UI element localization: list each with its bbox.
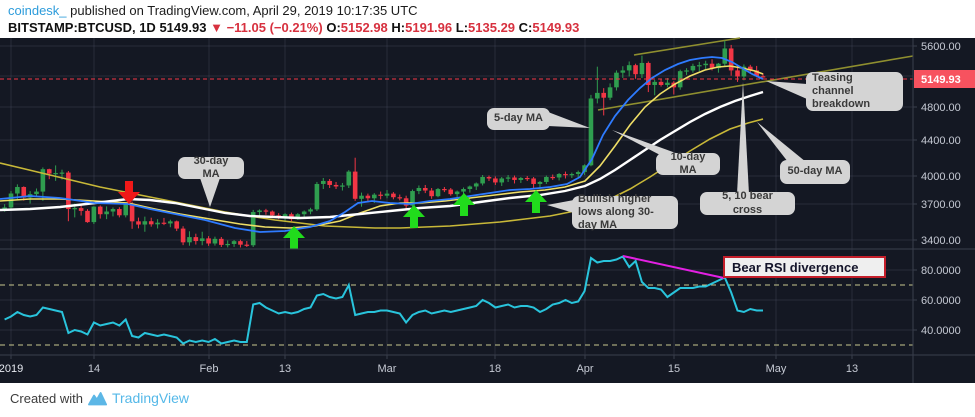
grid-layer	[0, 38, 913, 355]
svg-text:4400.00: 4400.00	[921, 135, 961, 147]
down-arrow-icon	[118, 181, 140, 204]
svg-text:May: May	[766, 363, 787, 375]
up-arrow-icon	[525, 190, 547, 213]
change-value: −11.05 (−0.21%)	[226, 20, 323, 35]
svg-text:14: 14	[88, 363, 100, 375]
svg-text:4800.00: 4800.00	[921, 102, 961, 114]
time-axis[interactable]: 2019 14 Feb 13 Mar 18 Apr 15 May 13	[0, 355, 858, 375]
svg-text:3700.00: 3700.00	[921, 199, 961, 211]
change-arrow-icon: ▼	[210, 20, 223, 35]
callout-bullish-higher-lows: Bullish higher lows along 30-day MA	[572, 193, 678, 231]
channel-line-upper	[633, 37, 741, 56]
svg-text:13: 13	[279, 363, 291, 375]
tradingview-link[interactable]: TradingView	[111, 390, 190, 406]
svg-text:4000.00: 4000.00	[921, 171, 961, 183]
channel-line-lower	[597, 55, 914, 111]
created-with-text: Created with	[10, 390, 83, 406]
callout-10day-ma: 10-day MA	[656, 151, 720, 176]
rsi-line	[4, 255, 763, 345]
symbol-name[interactable]: BITSTAMP:BTCUSD, 1D	[8, 20, 156, 35]
ma10-line	[0, 65, 764, 229]
last-price-badge	[914, 70, 975, 88]
svg-text:15: 15	[668, 363, 680, 375]
pane-separators	[0, 38, 975, 383]
callout-50day-ma: 50-day MA	[780, 160, 850, 184]
rsi-pane	[0, 255, 913, 346]
close-value: 5149.93	[532, 20, 580, 35]
channel-trendlines	[597, 37, 914, 111]
published-text: published on TradingView.com, April 29, …	[66, 3, 418, 18]
svg-text:40.0000: 40.0000	[921, 325, 961, 337]
publish-header: coindesk_ published on TradingView.com, …	[8, 3, 418, 18]
author-link[interactable]: coindesk_	[8, 3, 67, 18]
low-label: L:	[455, 20, 469, 35]
callout-tails	[200, 81, 807, 213]
svg-text:5600.00: 5600.00	[921, 41, 961, 53]
low-value: 5135.29	[468, 20, 516, 35]
annotation-arrows	[118, 181, 547, 249]
symbol-info-bar: BITSTAMP:BTCUSD, 1D 5149.93 ▼ −11.05 (−0…	[8, 20, 579, 35]
rsi-divergence-trendline	[622, 255, 725, 279]
ma5-line	[0, 56, 764, 233]
svg-text:Mar: Mar	[378, 363, 397, 375]
footer-attribution: Created with TradingView	[10, 390, 189, 406]
high-label: H:	[391, 20, 406, 35]
svg-text:13: 13	[846, 363, 858, 375]
callout-bear-rsi-divergence: Bear RSI divergence	[723, 256, 886, 278]
svg-text:Apr: Apr	[576, 363, 593, 375]
callout-bear-cross: 5, 10 bear cross	[700, 190, 795, 216]
callout-teasing-breakdown: Teasing channel breakdown	[806, 72, 903, 111]
callout-30day-ma: 30-day MA	[178, 155, 244, 180]
callout-5day-ma: 5-day MA	[487, 108, 550, 130]
high-value: 5191.96	[405, 20, 453, 35]
svg-text:5149.93: 5149.93	[921, 74, 961, 86]
svg-text:18: 18	[489, 363, 501, 375]
candles-layer	[2, 40, 766, 248]
up-arrow-icon	[283, 226, 305, 249]
up-arrow-icon	[403, 205, 425, 228]
open-value: 5152.98	[340, 20, 388, 35]
svg-text:3400.00: 3400.00	[921, 235, 961, 247]
last-price: 5149.93	[159, 20, 207, 35]
svg-text:Feb: Feb	[200, 363, 219, 375]
svg-text:2019: 2019	[0, 363, 23, 375]
open-label: O:	[326, 20, 341, 35]
tradingview-logo-icon	[87, 391, 107, 405]
svg-text:60.0000: 60.0000	[921, 295, 961, 307]
up-arrow-icon	[453, 193, 475, 216]
close-label: C:	[518, 20, 533, 35]
svg-text:80.0000: 80.0000	[921, 265, 961, 277]
price-axis[interactable]: 5600.00 4800.00 4400.00 4000.00 3700.00 3400.…	[913, 41, 975, 337]
